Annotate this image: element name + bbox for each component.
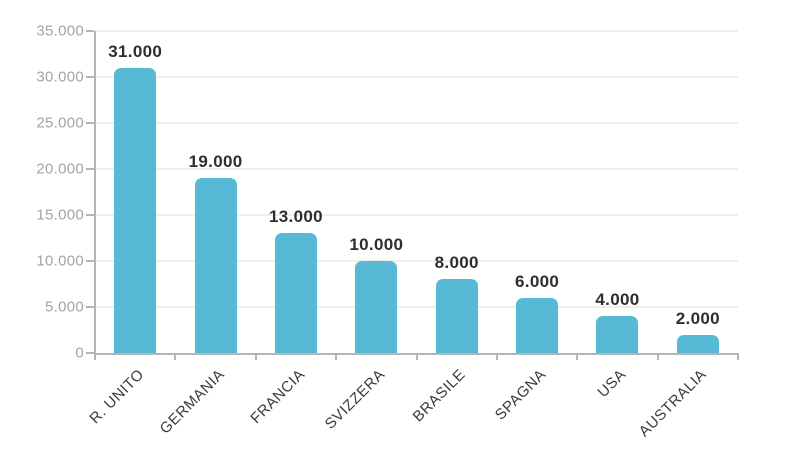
bar-value-label: 4.000 bbox=[595, 290, 640, 310]
gridline bbox=[95, 306, 738, 308]
y-axis-tick bbox=[86, 260, 94, 262]
category-label: SPAGNA bbox=[491, 366, 550, 424]
y-axis-tick-label: 35.000 bbox=[36, 22, 84, 40]
bar-value-label: 13.000 bbox=[269, 207, 323, 227]
x-axis-tick bbox=[174, 353, 177, 360]
gridline bbox=[95, 260, 738, 262]
x-axis-labels: R. UNITO GERMANIA FRANCIA SVIZZERA BRASILE SP… bbox=[86, 366, 738, 450]
gridline bbox=[95, 168, 738, 170]
x-axis-tick bbox=[415, 353, 418, 360]
y-axis-tick-label: 15.000 bbox=[36, 206, 84, 224]
x-axis-tick bbox=[335, 353, 338, 360]
y-axis-tick bbox=[86, 306, 94, 308]
x-axis-tick bbox=[576, 353, 579, 360]
bar-svizzera bbox=[355, 261, 398, 353]
bar-francia bbox=[274, 233, 317, 353]
bar-usa bbox=[596, 316, 639, 353]
bar-spagna bbox=[516, 297, 559, 353]
x-axis-tick bbox=[495, 353, 498, 360]
category-label: SVIZZERA bbox=[321, 366, 389, 433]
x-axis-tick bbox=[656, 353, 659, 360]
bar-australia bbox=[676, 334, 719, 353]
x-axis-tick bbox=[737, 353, 739, 360]
bar-value-label: 19.000 bbox=[188, 152, 243, 172]
y-axis-tick bbox=[86, 168, 94, 170]
y-axis-tick-label: 10.000 bbox=[36, 252, 84, 270]
bar-value-label: 2.000 bbox=[675, 308, 720, 328]
gridline bbox=[95, 30, 738, 32]
bar-value-label: 8.000 bbox=[434, 253, 479, 273]
bar-value-label: 10.000 bbox=[349, 235, 404, 254]
y-axis-tick bbox=[86, 30, 94, 32]
category-label: AUSTRALIA bbox=[635, 366, 710, 441]
x-axis-tick bbox=[254, 353, 257, 360]
category-label: BRASILE bbox=[409, 366, 469, 426]
bar-value-label: 6.000 bbox=[515, 271, 560, 291]
category-label: GERMANIA bbox=[156, 366, 228, 438]
category-label: FRANCIA bbox=[246, 366, 308, 428]
y-axis-tick-label: 30.000 bbox=[36, 68, 84, 86]
plot-area: 31.000 19.000 13.000 10.000 8.000 6.000 4.000 2… bbox=[86, 30, 739, 360]
y-axis-tick-label: 20.000 bbox=[36, 160, 84, 178]
y-axis-tick-label: 5.000 bbox=[44, 298, 84, 316]
category-label: R. UNITO bbox=[85, 366, 148, 428]
bar-r-unito bbox=[114, 67, 157, 353]
bar-germania bbox=[194, 178, 237, 353]
gridline bbox=[95, 122, 738, 124]
category-label: USA bbox=[594, 366, 630, 401]
bar-value-label: 31.000 bbox=[108, 41, 163, 61]
y-axis-tick bbox=[86, 352, 94, 354]
gridline bbox=[95, 76, 738, 78]
y-axis-tick bbox=[86, 214, 94, 216]
x-axis-tick bbox=[94, 353, 96, 360]
y-axis-tick bbox=[86, 122, 94, 124]
y-axis-tick bbox=[86, 76, 94, 78]
y-axis-labels: 0 5.000 10.000 15.000 20.000 25.000 30.000 35.0… bbox=[0, 23, 84, 362]
y-axis-tick-label: 25.000 bbox=[36, 114, 84, 132]
bar-brasile bbox=[435, 279, 478, 353]
y-axis-tick-label: 0 bbox=[75, 344, 84, 362]
gridline bbox=[95, 214, 738, 216]
y-axis-line bbox=[94, 31, 96, 353]
